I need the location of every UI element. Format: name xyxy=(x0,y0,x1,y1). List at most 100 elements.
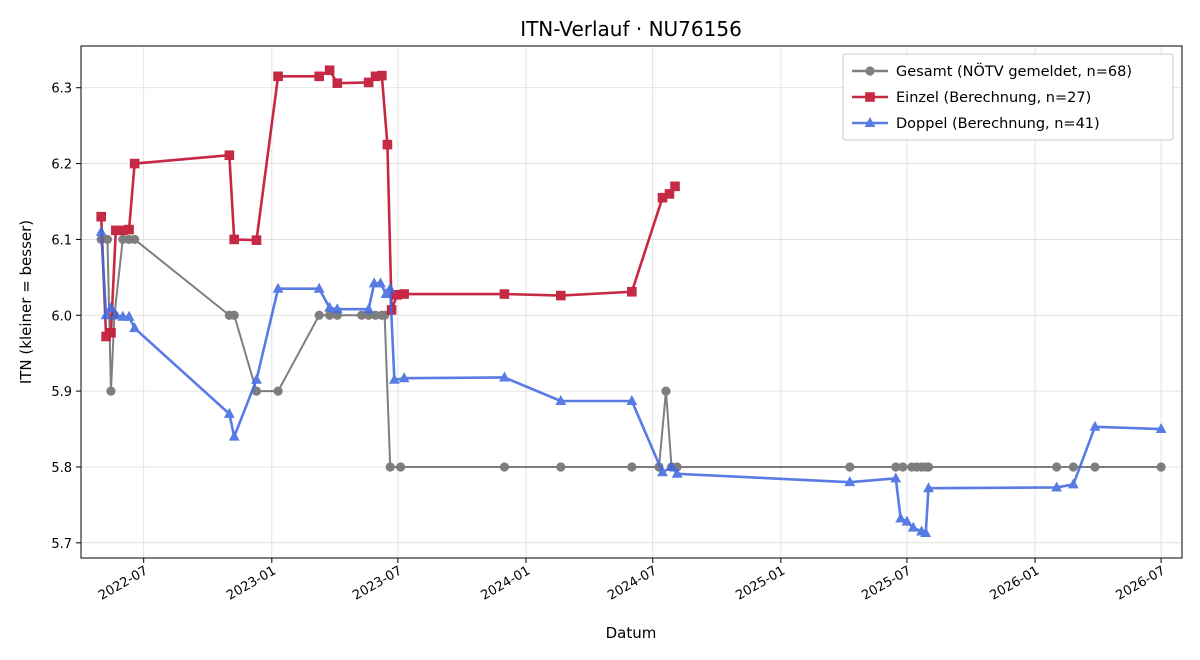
data-point xyxy=(272,282,284,293)
legend-label: Einzel (Berechnung, n=27) xyxy=(896,90,1091,106)
data-point xyxy=(251,235,262,245)
series-triangle xyxy=(95,225,1167,537)
y-tick-label: 6.2 xyxy=(51,158,72,173)
y-tick-label: 5.7 xyxy=(51,537,72,552)
data-point xyxy=(380,288,392,299)
data-point xyxy=(105,301,117,312)
data-point xyxy=(1155,423,1167,434)
data-point xyxy=(666,460,677,471)
data-point xyxy=(664,189,675,199)
data-point xyxy=(388,373,400,384)
data-point xyxy=(891,462,901,472)
data-point xyxy=(273,71,283,82)
data-point xyxy=(100,309,112,320)
data-point xyxy=(396,462,406,472)
y-tick-label: 6.1 xyxy=(51,233,72,248)
data-point xyxy=(890,472,902,483)
data-point xyxy=(392,289,402,300)
data-point xyxy=(670,181,680,192)
data-point xyxy=(110,309,122,320)
data-point xyxy=(627,286,637,297)
data-point xyxy=(324,301,336,312)
data-point xyxy=(96,211,106,222)
data-point xyxy=(920,526,932,537)
plot-frame xyxy=(80,45,1183,559)
data-point xyxy=(657,192,668,203)
y-axis-label: ITN (kleiner = besser) xyxy=(17,220,35,384)
data-point xyxy=(626,394,638,405)
data-point xyxy=(671,467,683,478)
data-point xyxy=(399,289,409,299)
data-point xyxy=(117,225,128,236)
data-point xyxy=(314,71,324,82)
data-point xyxy=(627,462,637,472)
legend-label: Gesamt (NÖTV gemeldet, n=68) xyxy=(896,62,1132,80)
data-point xyxy=(382,139,393,150)
data-point xyxy=(229,234,240,245)
data-point xyxy=(129,158,140,169)
data-point xyxy=(102,234,113,245)
data-point xyxy=(499,289,510,299)
data-point xyxy=(555,394,567,405)
data-point xyxy=(845,462,855,472)
series-layer xyxy=(95,65,1167,537)
data-point xyxy=(130,234,140,245)
data-point xyxy=(556,290,566,301)
legend-marker xyxy=(865,66,875,76)
data-point xyxy=(273,386,283,396)
data-point xyxy=(556,462,566,472)
legend-entry xyxy=(852,117,888,127)
data-point xyxy=(1089,420,1101,431)
data-point xyxy=(370,71,381,82)
y-tick-label: 6.0 xyxy=(51,309,72,324)
data-point xyxy=(844,476,856,487)
legend-marker xyxy=(865,92,875,102)
data-point xyxy=(331,303,343,314)
data-point xyxy=(385,462,395,472)
data-point xyxy=(499,371,510,382)
y-tick-label: 5.8 xyxy=(51,461,72,476)
data-point xyxy=(106,327,116,338)
data-point xyxy=(129,322,141,333)
data-point xyxy=(1090,462,1100,472)
data-point xyxy=(111,225,121,236)
data-point xyxy=(251,373,262,384)
data-point xyxy=(1068,462,1078,472)
legend-marker xyxy=(864,117,876,127)
legend-label: Doppel (Berechnung, n=41) xyxy=(896,116,1100,132)
data-point xyxy=(95,225,107,236)
data-point xyxy=(923,462,934,472)
data-point xyxy=(377,70,387,81)
data-point xyxy=(106,386,116,396)
data-point xyxy=(1051,481,1063,492)
data-point xyxy=(384,282,396,293)
data-point xyxy=(228,430,240,441)
data-point xyxy=(1067,478,1079,489)
data-point xyxy=(1156,462,1166,472)
y-axis: 5.7 5.8 5.9 6.0 6.1 6.2 6.3 xyxy=(51,82,81,552)
data-point xyxy=(907,521,919,532)
y-tick-label: 5.9 xyxy=(51,385,72,400)
legend-entry xyxy=(852,92,888,102)
legend: Gesamt (NÖTV gemeldet, n=68) Einzel (Bere… xyxy=(842,53,1174,141)
data-point xyxy=(895,512,907,523)
data-point xyxy=(313,282,325,293)
data-point xyxy=(325,310,335,320)
data-point xyxy=(901,515,913,526)
y-tick-label: 6.3 xyxy=(51,82,72,97)
legend-entry xyxy=(852,66,888,76)
series-square xyxy=(96,65,680,342)
legend-box xyxy=(842,53,1174,141)
data-point xyxy=(363,303,375,314)
data-point xyxy=(923,482,934,493)
data-point xyxy=(375,277,386,288)
data-point xyxy=(224,150,235,161)
chart-title: ITN-Verlauf · NU76156 xyxy=(520,17,742,41)
data-point xyxy=(657,466,668,477)
data-point xyxy=(398,372,410,383)
data-point xyxy=(124,224,134,235)
data-point xyxy=(1052,462,1062,472)
data-point xyxy=(101,331,111,342)
data-point xyxy=(332,78,343,88)
